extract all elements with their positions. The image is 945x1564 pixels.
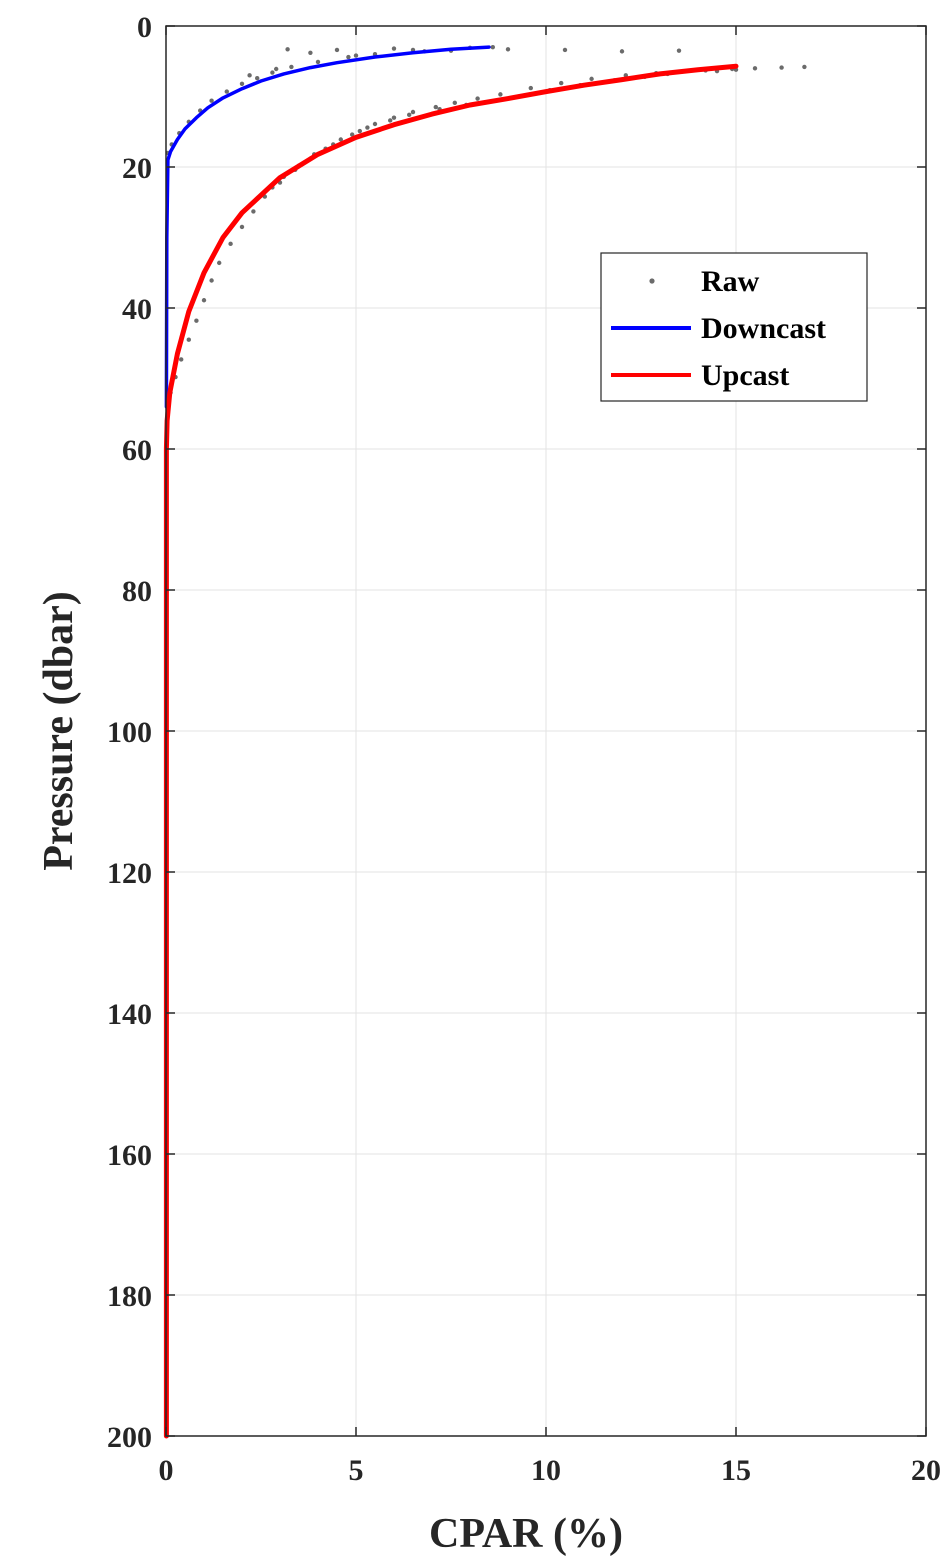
raw-point	[194, 318, 199, 323]
y-axis-label: Pressure (dbar)	[36, 591, 82, 871]
raw-point	[179, 357, 184, 362]
y-tick-label: 80	[122, 575, 152, 608]
raw-point	[357, 128, 362, 134]
raw-point	[239, 81, 245, 87]
raw-point	[619, 49, 625, 54]
upcast-line	[163, 63, 739, 1439]
legend-raw-marker	[649, 278, 655, 284]
raw-point	[676, 48, 682, 53]
raw-point	[505, 47, 511, 52]
raw-point	[752, 66, 758, 71]
raw-point	[247, 73, 252, 78]
raw-point	[528, 85, 533, 91]
y-tick-label: 180	[107, 1280, 152, 1313]
raw-point	[274, 66, 279, 72]
raw-point	[228, 241, 233, 247]
raw-point	[391, 115, 397, 120]
raw-point	[372, 121, 378, 127]
downcast-line	[164, 45, 491, 409]
x-axis-label: CPAR (%)	[429, 1511, 623, 1557]
raw-point	[255, 75, 260, 81]
raw-point	[779, 65, 784, 70]
raw-point	[338, 137, 343, 142]
raw-point	[285, 47, 290, 52]
raw-point	[209, 278, 214, 283]
raw-point	[365, 125, 370, 130]
legend-downcast-label: Downcast	[701, 312, 826, 345]
raw-point	[353, 53, 359, 58]
raw-point	[433, 104, 438, 110]
raw-point	[589, 76, 594, 82]
raw-point	[308, 50, 313, 55]
x-tick-label: 5	[349, 1454, 364, 1487]
x-tick-label: 20	[911, 1454, 941, 1487]
raw-point	[201, 298, 207, 303]
raw-point	[490, 44, 495, 50]
raw-point	[350, 132, 355, 137]
raw-point	[475, 96, 480, 101]
legend: Raw Downcast Upcast	[600, 252, 868, 402]
legend-raw-label: Raw	[701, 265, 760, 298]
legend-upcast-label: Upcast	[701, 359, 789, 392]
y-tick-label: 20	[122, 152, 152, 185]
y-tick-label: 0	[137, 11, 152, 44]
y-tick-label: 100	[107, 716, 152, 749]
y-tick-label: 200	[107, 1421, 152, 1454]
raw-point	[239, 224, 245, 230]
raw-point	[559, 80, 564, 86]
x-tick-label: 0	[159, 1454, 174, 1487]
raw-point	[209, 98, 214, 103]
raw-point	[410, 109, 416, 115]
x-tick-label: 10	[531, 1454, 561, 1487]
y-tick-label: 160	[107, 1139, 152, 1172]
raw-point	[391, 46, 397, 51]
y-tick-label: 140	[107, 998, 152, 1031]
raw-point	[270, 70, 275, 75]
raw-point	[346, 54, 351, 60]
raw-point	[224, 89, 229, 94]
raw-point	[802, 64, 807, 70]
y-tick-label: 40	[122, 293, 152, 326]
raw-point	[452, 100, 457, 106]
raw-point	[388, 118, 393, 123]
y-tick-label: 60	[122, 434, 152, 467]
raw-point	[334, 47, 340, 53]
raw-point	[498, 92, 503, 97]
raw-point	[315, 59, 321, 65]
raw-point	[217, 260, 222, 266]
x-tick-label: 15	[721, 1454, 751, 1487]
raw-point	[407, 112, 412, 118]
raw-point	[251, 209, 256, 214]
raw-point	[186, 337, 191, 342]
raw-point	[289, 64, 294, 70]
data-layer	[163, 44, 807, 1439]
axes-frame	[165, 25, 927, 1437]
raw-point	[562, 47, 568, 53]
y-tick-label: 120	[107, 857, 152, 890]
